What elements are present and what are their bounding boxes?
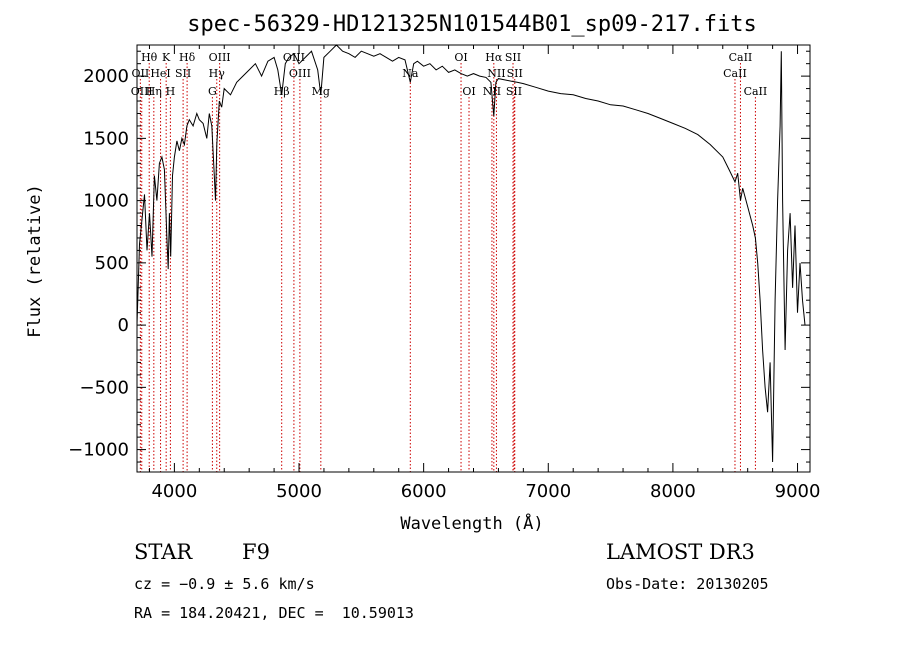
observation-date: Obs-Date: 20130205 [606, 575, 769, 593]
x-axis-label: Wavelength (Å) [400, 512, 543, 534]
x-tick-label: 7000 [525, 481, 571, 502]
y-tick-label: −1000 [68, 440, 129, 461]
spectral-line-label: SII [506, 85, 522, 98]
spectral-line-label: OIII [283, 51, 305, 64]
spectral-line-label: OI [454, 51, 467, 64]
redshift-value: cz = −0.9 ± 5.6 km/s [134, 575, 315, 593]
y-axis-ticks: −1000 −500 0 500 1000 1500 2000 [68, 50, 810, 463]
spectrum-series-line [136, 44, 806, 463]
spectral-line-label: NII [487, 67, 505, 80]
spectral-line-label: OIII [209, 51, 231, 64]
spectral-line-label: CaII [744, 85, 768, 98]
spectral-line-label: OII [132, 67, 150, 80]
y-tick-label: 2000 [83, 66, 129, 87]
y-tick-label: 1500 [83, 128, 129, 149]
y-tick-label: 1000 [83, 191, 129, 212]
spectral-line-label: H [166, 85, 176, 98]
object-class: STAR [134, 540, 193, 564]
x-tick-label: 6000 [401, 481, 447, 502]
x-tick-label: 5000 [276, 481, 322, 502]
x-axis-ticks: 4000 5000 6000 7000 8000 9000 [148, 45, 821, 502]
spectral-line-label: G [208, 85, 217, 98]
spectral-line-label: Hα [485, 51, 503, 64]
y-tick-label: 500 [95, 253, 129, 274]
x-tick-label: 9000 [775, 481, 821, 502]
y-axis-label: Flux (relative) [25, 184, 45, 338]
spectral-line-label: Hθ [141, 51, 158, 64]
spectral-line-label: SII [507, 67, 523, 80]
spectral-line-label: OIII [131, 85, 153, 98]
spectral-line-label: Hγ [209, 67, 226, 80]
spectral-line-label: Na [402, 67, 419, 80]
spectral-line-label: SII [505, 51, 521, 64]
plot-frame [136, 44, 811, 473]
y-tick-label: 0 [118, 315, 129, 336]
object-subclass: F9 [242, 540, 270, 564]
spectral-line-label: CaII [723, 67, 747, 80]
chart-title: spec-56329-HD121325N101544B01_sp09-217.f… [187, 12, 757, 37]
spectral-line-label: CaII [729, 51, 753, 64]
spectral-line-label: SII [175, 67, 191, 80]
ra-dec-value: RA = 184.20421, DEC = 10.59013 [134, 604, 414, 622]
spectral-line-label: OIII [289, 67, 311, 80]
spectral-line-label: Hη [146, 85, 162, 98]
x-tick-label: 8000 [650, 481, 696, 502]
spectral-line-label: Hδ [179, 51, 196, 64]
spectral-line-label: K [162, 51, 171, 64]
y-tick-label: −500 [80, 377, 129, 398]
survey-name: LAMOST DR3 [606, 540, 755, 564]
spectral-line-label: OI [462, 85, 475, 98]
spectral-line-label: HeI [150, 67, 170, 80]
spectral-lines-layer [139, 63, 756, 472]
x-tick-label: 4000 [151, 481, 197, 502]
